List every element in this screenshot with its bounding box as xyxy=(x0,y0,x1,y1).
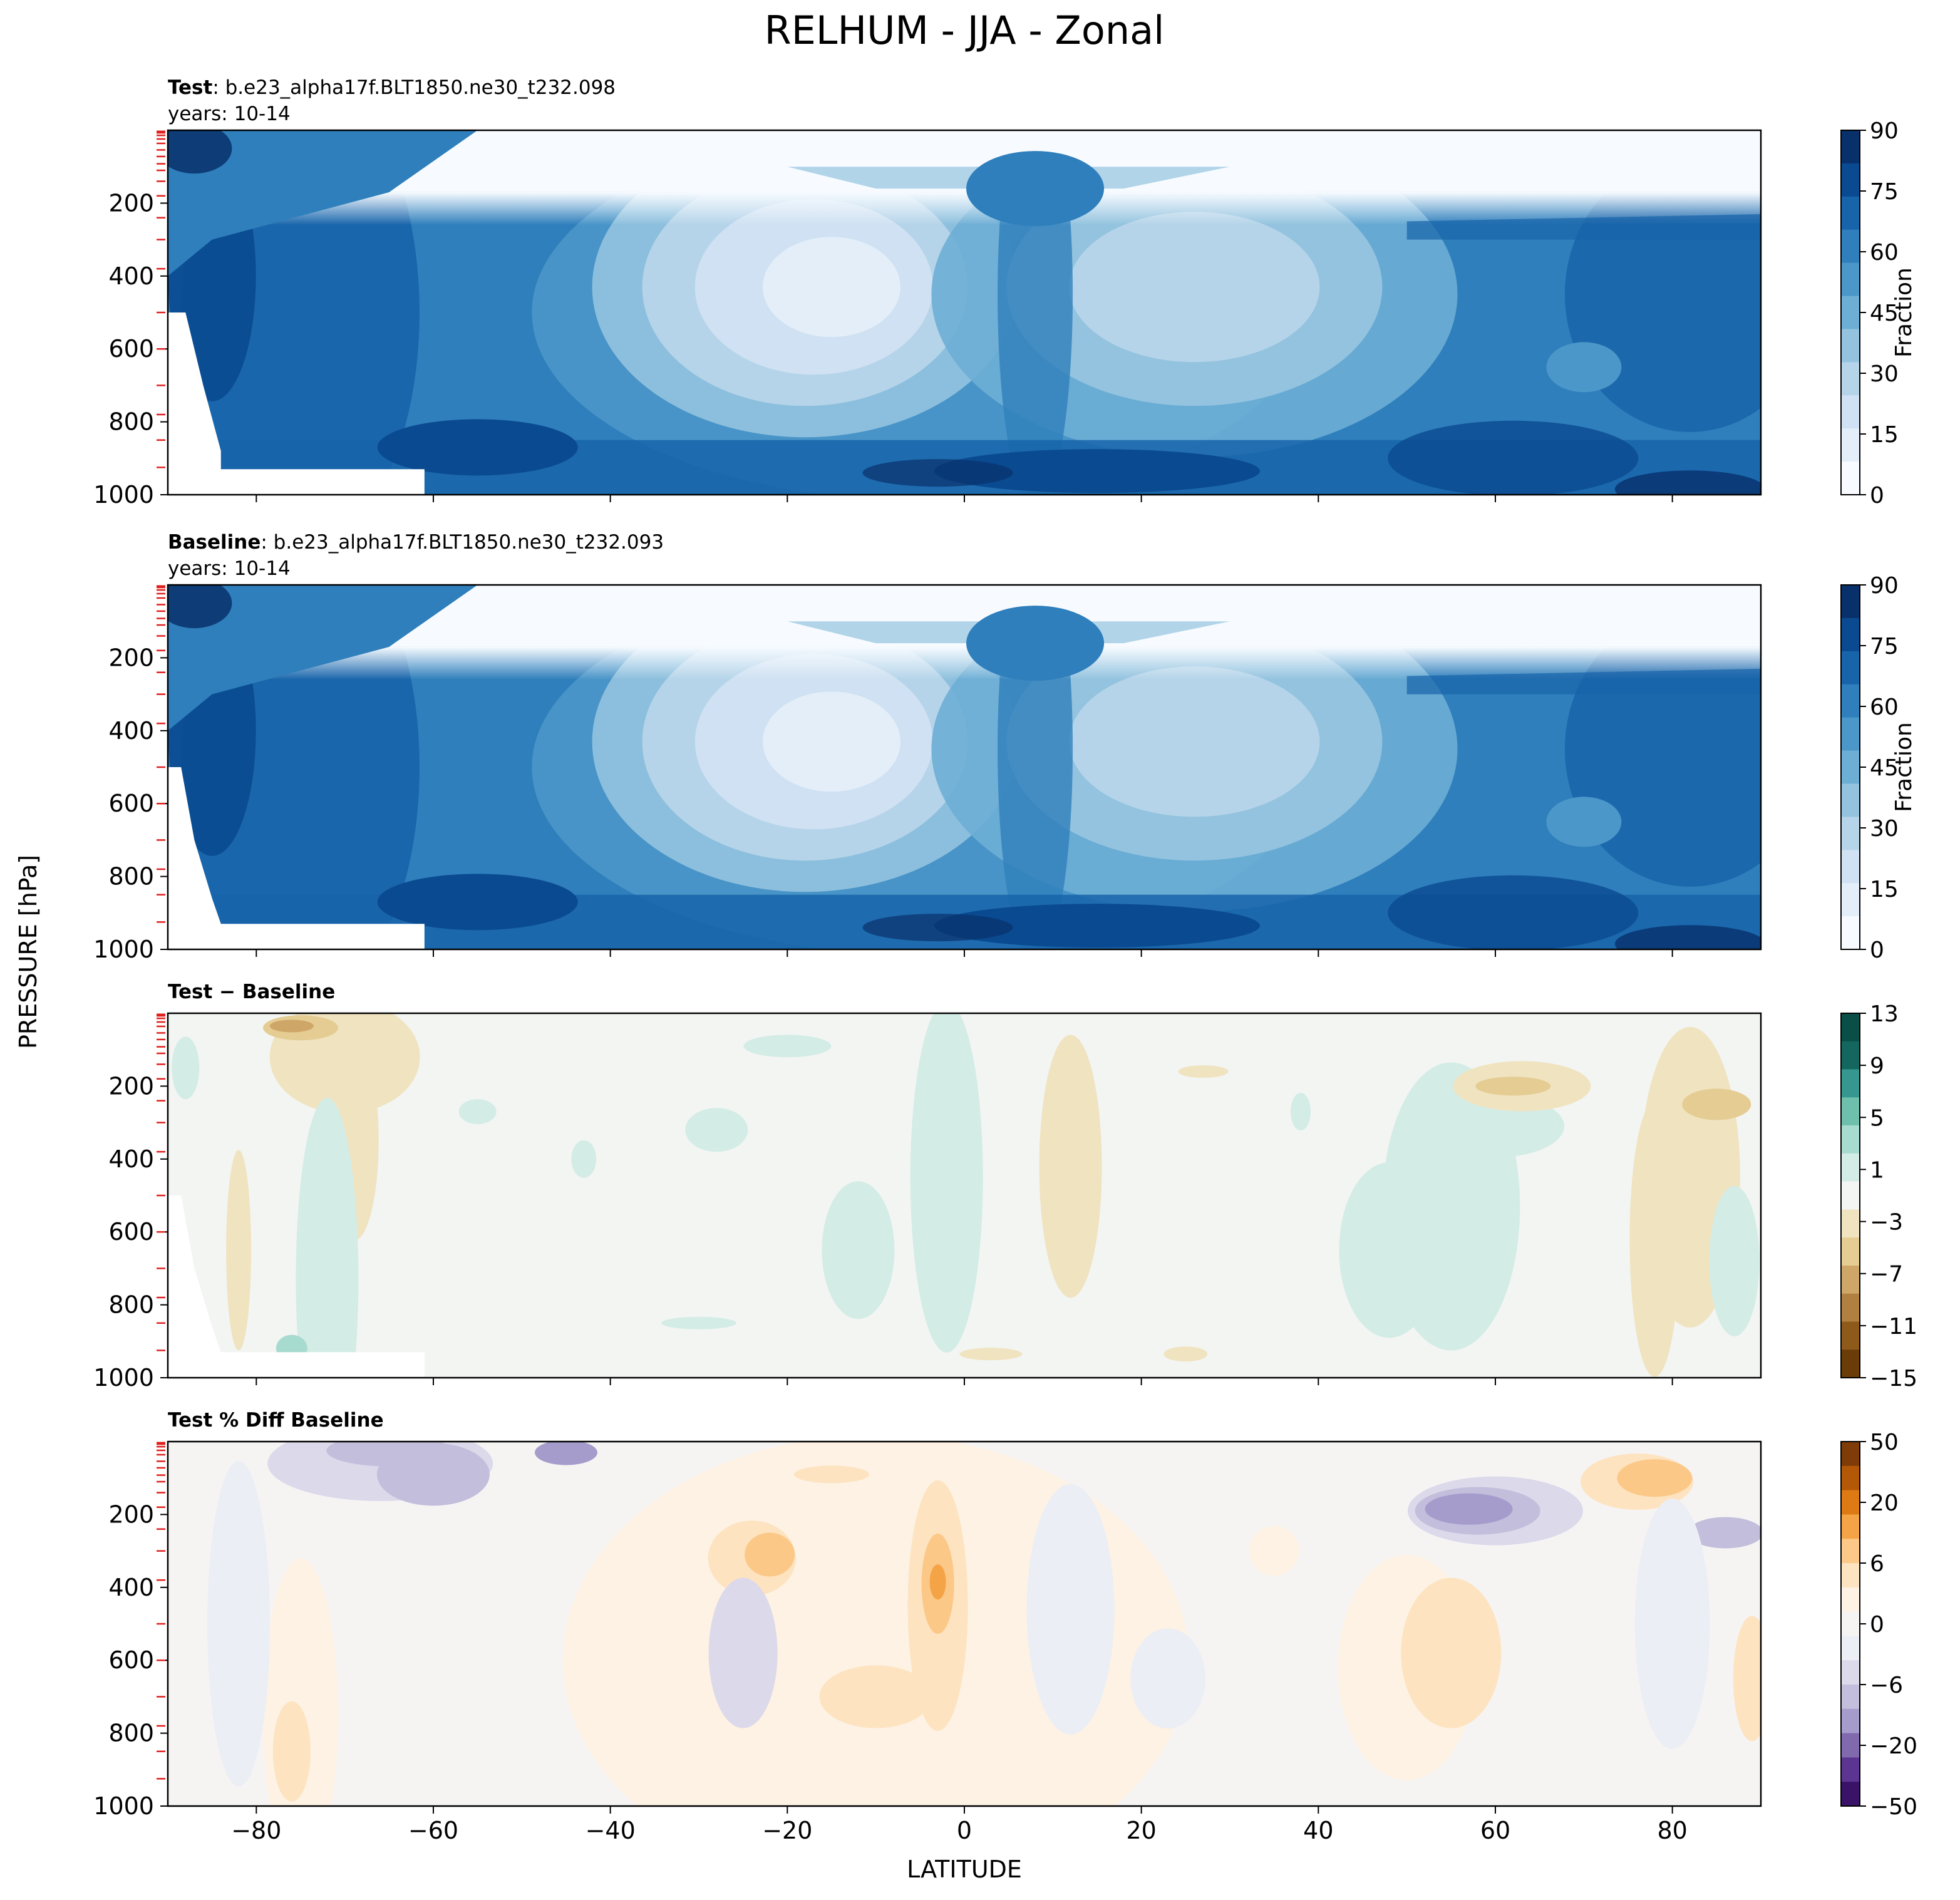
x-tick-label: −80 xyxy=(231,1817,281,1844)
colorbar-tick-label: 1 xyxy=(1870,1157,1884,1183)
colorbar-tick-label: 45 xyxy=(1870,755,1899,781)
y-tick-label: 1000 xyxy=(93,481,154,509)
y-tick-label: 400 xyxy=(108,1574,154,1601)
y-tick-label: 600 xyxy=(108,1646,154,1674)
colorbar: 90 75 60 45 30 15 0 Fraction xyxy=(1840,573,1917,963)
y-tick-label: 600 xyxy=(108,335,154,363)
y-tick-label: 200 xyxy=(108,644,154,671)
colorbar-tick-label: 75 xyxy=(1870,179,1899,205)
y-axis-label: PRESSURE [hPa] xyxy=(14,855,42,1049)
x-tick-label: 40 xyxy=(1303,1817,1333,1844)
colorbar-tick-label: −50 xyxy=(1870,1794,1917,1820)
y-tick-label: 800 xyxy=(108,863,154,891)
x-tick-label: 20 xyxy=(1126,1817,1156,1844)
colorbar-tick-label: 75 xyxy=(1870,634,1899,659)
x-axis-label: LATITUDE xyxy=(907,1856,1022,1883)
panel-title: Baseline: b.e23_alpha17f.BLT1850.ne30_t2… xyxy=(168,531,664,554)
y-tick-label: 600 xyxy=(108,1218,154,1246)
colorbar-tick-label: −3 xyxy=(1870,1210,1903,1236)
heatmap-field xyxy=(168,1013,1761,1378)
y-tick-label: 400 xyxy=(108,262,154,290)
y-tick-label: 400 xyxy=(108,1145,154,1173)
colorbar-tick-label: 20 xyxy=(1870,1490,1899,1516)
y-tick-label: 1000 xyxy=(93,1364,154,1391)
y-tick-label: 400 xyxy=(108,717,154,745)
colorbar-tick-label: 60 xyxy=(1870,240,1899,266)
x-tick-label: −20 xyxy=(762,1817,812,1844)
y-tick-label: 200 xyxy=(108,189,154,217)
x-tick-label: −60 xyxy=(408,1817,458,1844)
colorbar-tick-label: 5 xyxy=(1870,1105,1884,1131)
colorbar-tick-label: 15 xyxy=(1870,422,1899,448)
panel-difference: Test − Baseline 200 400 600 800 1000 13 9 5 1 −3 −7… xyxy=(93,981,1917,1391)
panels: Test: b.e23_alpha17f.BLT1850.ne30_t232.0… xyxy=(93,76,1917,1844)
y-tick-label: 1000 xyxy=(93,1792,154,1820)
x-tick-label: 60 xyxy=(1480,1817,1510,1844)
colorbar-tick-label: 0 xyxy=(1870,483,1884,509)
colorbar-tick-label: 13 xyxy=(1870,1001,1899,1027)
y-tick-label: 800 xyxy=(108,1291,154,1319)
colorbar-tick-label: −7 xyxy=(1870,1262,1903,1288)
figure-title: RELHUM - JJA - Zonal xyxy=(765,8,1165,53)
heatmap-field xyxy=(168,585,1761,949)
colorbar-tick-label: −15 xyxy=(1870,1366,1917,1391)
x-tick-label: 0 xyxy=(957,1817,972,1844)
y-tick-label: 1000 xyxy=(93,936,154,963)
colorbar-tick-label: 90 xyxy=(1870,118,1899,144)
y-tick-label: 800 xyxy=(108,1720,154,1747)
panel-baseline: Baseline: b.e23_alpha17f.BLT1850.ne30_t2… xyxy=(93,531,1917,963)
colorbar-tick-label: −11 xyxy=(1870,1314,1917,1340)
colorbar: 50 20 6 0 −6 −20 −50 xyxy=(1840,1430,1917,1820)
colorbar-tick-label: −20 xyxy=(1870,1733,1917,1759)
panel-subtitle: years: 10-14 xyxy=(168,103,291,125)
colorbar-tick-label: 45 xyxy=(1870,301,1899,326)
colorbar-tick-label: 9 xyxy=(1870,1053,1884,1079)
panel-percent_difference: Test % Diff Baseline2004006008001000−80−… xyxy=(93,1409,1917,1844)
panel-subtitle: years: 10-14 xyxy=(168,557,291,580)
panel-title: Test: b.e23_alpha17f.BLT1850.ne30_t232.0… xyxy=(168,76,616,99)
panel-test: Test: b.e23_alpha17f.BLT1850.ne30_t232.0… xyxy=(93,76,1917,509)
colorbar-tick-label: −6 xyxy=(1870,1673,1903,1698)
colorbar-tick-label: 30 xyxy=(1870,816,1899,842)
x-tick-label: 80 xyxy=(1657,1817,1687,1844)
panel-title: Test − Baseline xyxy=(168,981,335,1003)
colorbar-tick-label: 50 xyxy=(1870,1430,1899,1455)
colorbar: 90 75 60 45 30 15 0 Fraction xyxy=(1840,118,1917,509)
colorbar-tick-label: 0 xyxy=(1870,1612,1884,1638)
colorbar-tick-label: 15 xyxy=(1870,877,1899,902)
y-tick-label: 200 xyxy=(108,1072,154,1100)
colorbar-tick-label: 60 xyxy=(1870,694,1899,720)
colorbar-tick-label: 6 xyxy=(1870,1551,1884,1577)
colorbar: 13 9 5 1 −3 −7 −11 −15 xyxy=(1840,1001,1917,1391)
colorbar-tick-label: 90 xyxy=(1870,573,1899,599)
heatmap-field xyxy=(168,130,1761,495)
heatmap-field xyxy=(168,1442,1761,1806)
panel-title: Test % Diff Baseline xyxy=(168,1409,384,1432)
colorbar-tick-label: 0 xyxy=(1870,937,1884,963)
x-tick-label: −40 xyxy=(585,1817,636,1844)
colorbar-tick-label: 30 xyxy=(1870,361,1899,387)
y-tick-label: 200 xyxy=(108,1500,154,1528)
y-tick-label: 600 xyxy=(108,790,154,817)
colorbar-label: Fraction xyxy=(1891,267,1917,358)
colorbar-label: Fraction xyxy=(1891,722,1917,812)
y-tick-label: 800 xyxy=(108,408,154,436)
